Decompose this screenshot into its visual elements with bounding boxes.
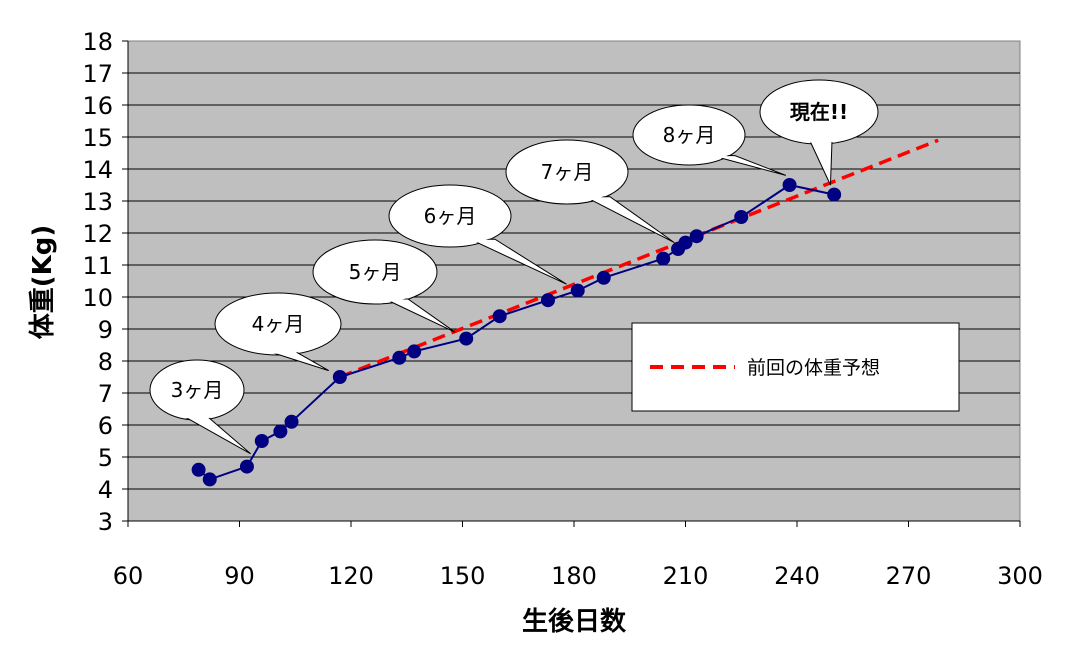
weight-point bbox=[827, 187, 842, 202]
y-tick-label: 15 bbox=[82, 124, 113, 152]
y-tick-label: 7 bbox=[98, 380, 113, 408]
weight-point bbox=[540, 293, 555, 308]
weight-point bbox=[459, 331, 474, 346]
weight-point bbox=[492, 309, 507, 324]
y-tick-label: 14 bbox=[82, 156, 113, 184]
weight-point bbox=[191, 462, 206, 477]
callout-fill bbox=[151, 361, 243, 419]
x-tick-label: 180 bbox=[551, 562, 597, 590]
y-tick-label: 6 bbox=[98, 412, 113, 440]
x-tick-label: 120 bbox=[328, 562, 374, 590]
callout: 現在!! bbox=[759, 79, 879, 186]
callout-fill bbox=[314, 241, 436, 303]
legend: 前回の体重予想 bbox=[631, 322, 960, 412]
callout: 8ヶ月 bbox=[632, 104, 787, 176]
callouts: 3ヶ月 4ヶ月 5ヶ月 6ヶ月 7ヶ月 8ヶ月 現在!! bbox=[149, 79, 879, 455]
y-tick-label: 3 bbox=[98, 508, 113, 536]
weight-point bbox=[656, 251, 671, 266]
plot-area bbox=[127, 40, 1021, 522]
weight-point bbox=[254, 434, 269, 448]
callout-fill bbox=[761, 81, 877, 143]
weight-point bbox=[734, 210, 749, 224]
y-tick-label: 13 bbox=[82, 188, 113, 216]
y-tick-label: 5 bbox=[98, 444, 113, 472]
x-tick-label: 150 bbox=[440, 562, 486, 590]
x-tick-label: 270 bbox=[886, 562, 932, 590]
callout-fill bbox=[390, 186, 510, 246]
callout-text: 8ヶ月 bbox=[663, 123, 716, 147]
weight-point bbox=[570, 283, 585, 298]
y-tick-label: 17 bbox=[82, 60, 113, 88]
weight-point bbox=[392, 350, 407, 365]
x-tick-label: 60 bbox=[113, 562, 144, 590]
callout-text: 現在!! bbox=[790, 100, 848, 124]
callout-text: 3ヶ月 bbox=[171, 378, 224, 402]
weight-point bbox=[596, 270, 611, 285]
legend-box bbox=[631, 322, 960, 412]
weight-point bbox=[407, 344, 422, 359]
callout: 7ヶ月 bbox=[505, 139, 675, 244]
weight-point bbox=[239, 459, 254, 474]
callout-text: 7ヶ月 bbox=[541, 160, 594, 184]
callout-text: 4ヶ月 bbox=[252, 312, 305, 336]
x-tick-label: 90 bbox=[224, 562, 255, 590]
callout-fill bbox=[507, 141, 627, 203]
y-tick-label: 12 bbox=[82, 220, 113, 248]
callout: 3ヶ月 bbox=[149, 359, 251, 455]
y-tick-label: 18 bbox=[82, 28, 113, 56]
y-tick-label: 16 bbox=[82, 92, 113, 120]
callout-fill bbox=[216, 294, 340, 354]
prediction-line bbox=[339, 138, 939, 379]
y-tick-label: 9 bbox=[98, 316, 113, 344]
weight-point bbox=[202, 472, 217, 487]
y-tick-label: 8 bbox=[98, 348, 113, 376]
y-tick-label: 10 bbox=[82, 284, 113, 312]
weight-point bbox=[273, 424, 288, 439]
legend-label: 前回の体重予想 bbox=[747, 357, 880, 379]
callout-text: 5ヶ月 bbox=[349, 260, 402, 284]
callout: 4ヶ月 bbox=[214, 292, 342, 372]
prediction-series bbox=[339, 138, 939, 379]
x-tick-label: 240 bbox=[774, 562, 820, 590]
weight-point bbox=[782, 178, 797, 192]
weight-point bbox=[284, 414, 299, 429]
callout: 6ヶ月 bbox=[388, 184, 567, 285]
callout: 5ヶ月 bbox=[312, 239, 456, 333]
x-tick-label: 300 bbox=[997, 562, 1043, 590]
weight-point bbox=[332, 370, 347, 384]
callout-text: 6ヶ月 bbox=[424, 204, 477, 228]
axes bbox=[122, 40, 1021, 527]
weight-point bbox=[678, 235, 693, 250]
y-tick-label: 11 bbox=[82, 252, 113, 280]
weight-series bbox=[191, 178, 842, 487]
y-tick-label: 4 bbox=[98, 476, 113, 504]
tick-labels: 3 4 5 6 7 8 9 10 11 12 13 14 15 16 17 18 60 90 120 150 180 21… bbox=[82, 28, 1042, 590]
x-tick-label: 210 bbox=[663, 562, 709, 590]
x-axis-title: 生後日数 bbox=[522, 606, 627, 637]
weight-point bbox=[689, 229, 704, 244]
y-axis-title: 体重(Kg) bbox=[28, 225, 58, 340]
callout-fill bbox=[634, 106, 744, 164]
